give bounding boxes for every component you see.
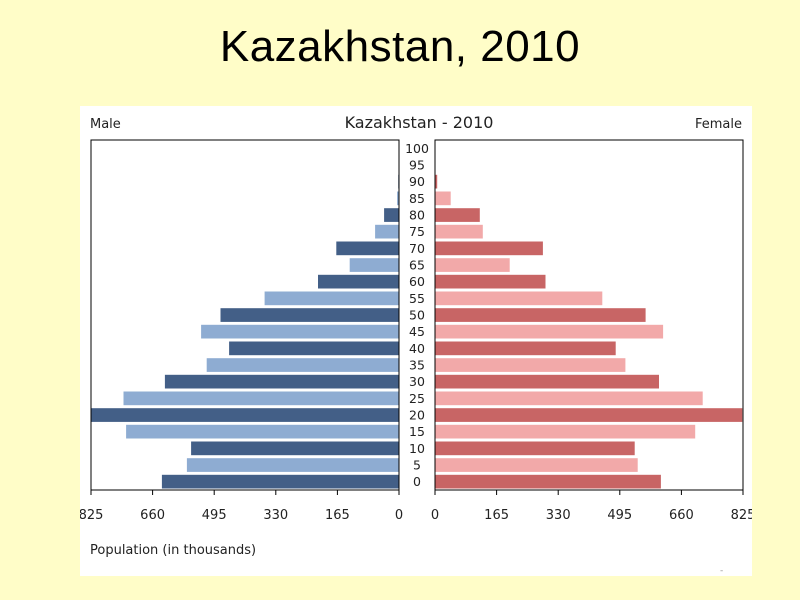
male-bar-55 [264, 291, 399, 306]
age-label-95: 95 [409, 158, 425, 173]
female-bar-25 [435, 391, 703, 406]
x-axis-label: Population (in thousands) [90, 543, 256, 558]
female-bar-80 [435, 208, 480, 222]
age-label-0: 0 [413, 474, 421, 489]
age-label-15: 15 [409, 424, 425, 439]
slide-title: Kazakhstan, 2010 [219, 22, 581, 71]
chart-title: Kazakhstan - 2010 [345, 113, 494, 132]
male-x-tick-label: 825 [80, 508, 103, 523]
male-bar-45 [201, 324, 399, 339]
male-bar-40 [229, 341, 399, 356]
female-x-tick-label: 825 [731, 508, 752, 523]
population-pyramid-chart: Male Kazakhstan - 2010 Female Population… [80, 106, 752, 576]
male-x-tick-label: 330 [263, 508, 288, 523]
male-bar-70 [336, 241, 399, 256]
axes-layer: 825 660 495 330 165 0 0 165 330 495 660 825 [80, 139, 752, 523]
female-bar-15 [435, 424, 696, 439]
female-bar-45 [435, 324, 664, 339]
female-bar-55 [435, 291, 603, 306]
male-bar-80 [384, 208, 399, 222]
pyramid-svg: Male Kazakhstan - 2010 Female Population… [80, 113, 752, 558]
age-label-45: 45 [409, 324, 425, 339]
age-label-90: 90 [409, 174, 425, 189]
age-label-60: 60 [409, 274, 425, 289]
age-label-100: 100 [405, 141, 429, 156]
female-bar-70 [435, 241, 543, 256]
female-bar-65 [435, 258, 510, 272]
female-bar-50 [435, 308, 646, 322]
male-bar-20 [91, 408, 399, 422]
age-label-5: 5 [413, 458, 421, 473]
age-label-25: 25 [409, 391, 425, 406]
age-label-85: 85 [409, 191, 425, 206]
female-bar-30 [435, 374, 659, 389]
male-bar-15 [126, 424, 399, 439]
female-bar-85 [435, 191, 451, 206]
age-label-30: 30 [409, 374, 425, 389]
female-x-tick-label: 660 [669, 508, 694, 523]
female-bar-0 [435, 474, 661, 489]
female-bar-90 [435, 174, 438, 189]
male-x-tick-label: 165 [325, 508, 350, 523]
age-label-70: 70 [409, 241, 425, 256]
age-label-35: 35 [409, 358, 425, 373]
female-bar-75 [435, 224, 483, 239]
age-label-75: 75 [409, 224, 425, 239]
female-bar-60 [435, 274, 546, 289]
male-bar-35 [206, 358, 399, 372]
male-bar-50 [220, 308, 399, 322]
age-label-80: 80 [409, 208, 425, 223]
female-plot-frame [434, 139, 744, 491]
male-plot-frame [90, 139, 400, 491]
male-x-tick-label: 660 [140, 508, 165, 523]
male-x-tick-label: 0 [395, 508, 403, 523]
page-mark: - [720, 566, 724, 576]
female-bar-5 [435, 458, 638, 472]
age-label-40: 40 [409, 341, 425, 356]
male-bar-75 [375, 224, 399, 239]
age-label-20: 20 [409, 408, 425, 423]
female-x-tick-label: 165 [484, 508, 509, 523]
male-x-tick-label: 495 [202, 508, 227, 523]
age-label-10: 10 [409, 441, 425, 456]
female-x-tick-label: 0 [431, 508, 439, 523]
male-bar-5 [186, 458, 399, 472]
age-label-55: 55 [409, 291, 425, 306]
male-bar-25 [123, 391, 399, 406]
age-label-65: 65 [409, 258, 425, 273]
male-bar-10 [191, 441, 399, 456]
female-bar-20 [435, 408, 743, 422]
male-bar-0 [161, 474, 399, 489]
female-x-tick-label: 495 [607, 508, 632, 523]
male-label: Male [90, 117, 121, 132]
female-bar-10 [435, 441, 635, 456]
female-label: Female [695, 117, 742, 132]
female-x-tick-label: 330 [546, 508, 571, 523]
bars-layer: 1009590858075706560555045403530252015105… [91, 141, 743, 489]
female-bar-40 [435, 341, 616, 356]
male-bar-85 [397, 191, 399, 206]
age-label-50: 50 [409, 308, 425, 323]
male-bar-60 [318, 274, 399, 289]
female-bar-35 [435, 358, 626, 372]
male-bar-65 [349, 258, 399, 272]
male-bar-30 [164, 374, 399, 389]
